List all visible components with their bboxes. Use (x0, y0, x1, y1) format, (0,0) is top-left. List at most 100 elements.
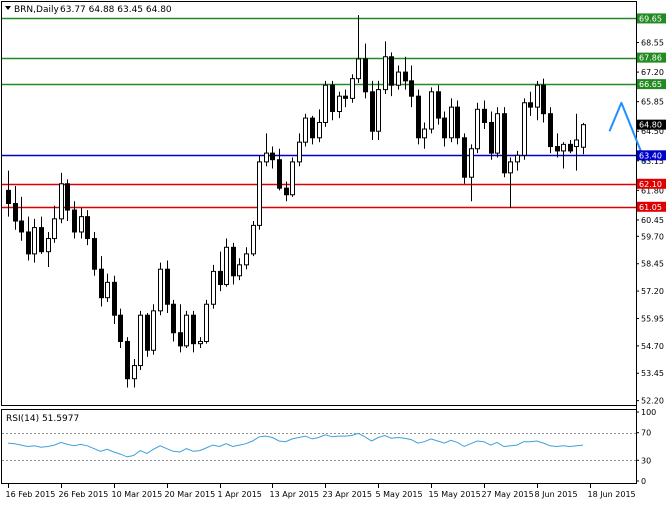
candle-bullish (383, 56, 388, 91)
level-tag-resistance-box (637, 13, 666, 24)
candle-bearish (85, 216, 90, 240)
price-tick-label: 57.20 (641, 287, 664, 296)
current-price-tag-label: 64.80 (639, 121, 662, 130)
candle-bearish (6, 189, 11, 204)
candle-bearish (403, 71, 408, 82)
candle-bullish (105, 281, 110, 299)
candle-bearish (270, 152, 275, 161)
candle-bearish (541, 84, 546, 115)
candle-bullish (211, 270, 216, 305)
candle-bullish (132, 365, 137, 380)
level-tag-support-label: 62.10 (639, 180, 662, 189)
candle-bearish (277, 159, 282, 189)
candle-bearish (502, 113, 507, 174)
candle-bearish (409, 80, 414, 97)
candle-bullish (198, 340, 203, 345)
time-tick-label: 27 May 2015 (482, 490, 534, 499)
candle-bearish (145, 314, 150, 351)
candle-bearish (284, 187, 289, 196)
ohlc-readout: 63.77 64.88 63.45 64.80 (60, 5, 172, 15)
candle-bullish (237, 264, 242, 277)
level-tag-pivot-box (637, 150, 666, 161)
candle-bullish (46, 238, 51, 253)
level-tag-support-box (637, 178, 666, 189)
dropdown-triangle-icon[interactable] (5, 6, 11, 10)
level-tag-resistance-box (637, 79, 666, 90)
level-tag-support-label: 61.05 (639, 203, 662, 212)
candle-bearish (482, 108, 487, 123)
candle-bullish (52, 218, 57, 240)
price-tick-label: 58.45 (641, 260, 664, 269)
candle-bullish (138, 314, 143, 367)
candle-bearish (462, 137, 467, 178)
candle-bullish (244, 253, 249, 266)
level-tag-resistance-label: 69.65 (639, 14, 662, 23)
candle-bearish (343, 95, 348, 99)
level-tag-resistance-box (637, 52, 666, 63)
candle-bearish (455, 106, 460, 139)
price-tick-label: 52.20 (641, 397, 664, 406)
price-tick-label: 53.45 (641, 369, 664, 378)
candle-bearish (26, 231, 31, 255)
rsi-indicator: 100 70 30 0 (2, 408, 656, 486)
candle-bullish (323, 84, 328, 123)
candle-bullish (508, 161, 513, 174)
rsi-title: RSI(14) 51.5977 (6, 414, 79, 424)
candle-bullish (350, 78, 355, 99)
candle-bearish (65, 183, 70, 211)
candle-bullish (151, 310, 156, 351)
price-tick-label: 65.85 (641, 98, 664, 107)
candle-bearish (310, 117, 315, 139)
candle-bullish (79, 216, 84, 233)
candle-bullish (297, 141, 302, 163)
candle-bullish (204, 303, 209, 342)
candle-bearish (555, 146, 560, 152)
candlestick-series (6, 15, 586, 388)
time-tick-label: 5 May 2015 (376, 490, 423, 499)
symbol-name: BRN,Daily (14, 5, 59, 15)
level-tag-pivot-label: 63.40 (639, 151, 662, 160)
candle-bearish (442, 117, 447, 139)
candle-bullish (396, 71, 401, 86)
candle-bullish (317, 121, 322, 139)
level-tags: 69.65 67.86 66.65 63.40 62.10 61.05 64.80 (637, 13, 666, 212)
candle-bearish (389, 56, 394, 86)
candle-bearish (13, 203, 18, 222)
candle-bearish (528, 102, 533, 108)
candle-bearish (19, 220, 24, 233)
candle-bearish (39, 227, 44, 253)
time-tick-label: 15 May 2015 (429, 490, 481, 499)
candle-bearish (99, 268, 104, 299)
candle-bearish (370, 91, 375, 132)
price-tick-label: 64.50 (641, 127, 664, 136)
price-tick-label: 55.95 (641, 314, 664, 323)
rsi-line (7, 432, 584, 458)
time-axis: 16 Feb 2015 26 Feb 2015 10 Mar 2015 20 Mar … (6, 484, 636, 499)
candle-bearish (171, 303, 176, 334)
forecast-arrow-path (608, 101, 647, 163)
candle-bullish (535, 84, 540, 108)
candle-bullish (184, 314, 189, 347)
candle-bullish (422, 128, 427, 139)
candle-bullish (337, 95, 342, 113)
candle-bearish (165, 268, 170, 305)
candle-bullish (303, 117, 308, 143)
time-tick-label: 16 Feb 2015 (6, 490, 56, 499)
current-price-tag-box (637, 119, 666, 130)
candle-bearish (330, 84, 335, 113)
candle-bearish (489, 121, 494, 154)
candle-bullish (251, 224, 256, 255)
candle-bearish (72, 209, 77, 233)
candle-bullish (495, 113, 500, 154)
price-tick-label: 67.20 (641, 68, 664, 77)
candle-bullish (356, 58, 361, 80)
candle-bearish (118, 314, 123, 342)
candle-bullish (574, 139, 579, 148)
level-tag-resistance-label: 67.86 (639, 54, 662, 63)
candle-bullish (32, 227, 37, 255)
time-tick-label: 20 Mar 2015 (165, 490, 216, 499)
price-axis: 68.55 67.20 65.85 64.50 63.15 61.80 60.45 59.70… (636, 17, 664, 406)
symbol-header: BRN,Daily 63.77 64.88 63.45 64.80 (5, 5, 172, 15)
